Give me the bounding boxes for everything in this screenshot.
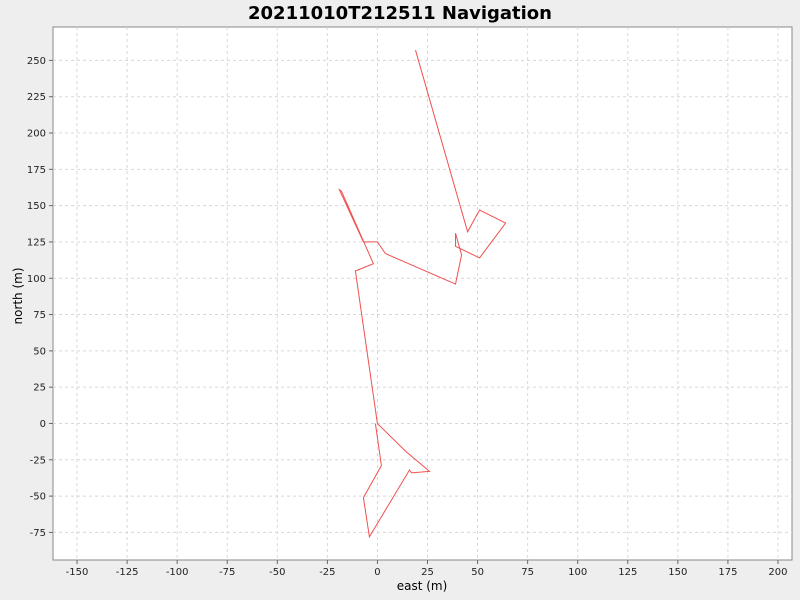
series-layer bbox=[338, 50, 507, 539]
x-tick-label: -75 bbox=[219, 567, 235, 578]
y-axis-label: north (m) bbox=[11, 267, 25, 324]
x-tick-label: 125 bbox=[618, 567, 637, 578]
x-tick-label: -125 bbox=[116, 567, 139, 578]
x-tick-label: -25 bbox=[319, 567, 335, 578]
y-tick-label: 125 bbox=[27, 237, 46, 248]
plot-area bbox=[52, 26, 793, 561]
x-tick-label: 25 bbox=[421, 567, 434, 578]
y-tick-label: 50 bbox=[33, 346, 46, 357]
x-tick-label: 175 bbox=[718, 567, 737, 578]
y-tick-label: -50 bbox=[30, 492, 46, 503]
y-tick-label: 175 bbox=[27, 165, 46, 176]
grid-lines bbox=[53, 27, 792, 560]
x-tick-label: -100 bbox=[166, 567, 189, 578]
navigation-track-line bbox=[338, 50, 507, 539]
x-tick-label: -50 bbox=[269, 567, 285, 578]
x-tick-label: 200 bbox=[768, 567, 787, 578]
y-tick-label: 150 bbox=[27, 201, 46, 212]
x-tick-label: 50 bbox=[471, 567, 484, 578]
x-tick-label: 75 bbox=[521, 567, 534, 578]
y-tick-label: -25 bbox=[30, 455, 46, 466]
x-axis-label: east (m) bbox=[397, 579, 448, 593]
y-tick-label: 100 bbox=[27, 274, 46, 285]
x-tick-label: 100 bbox=[568, 567, 587, 578]
y-tick-label: 25 bbox=[33, 383, 46, 394]
y-tick-label: -75 bbox=[30, 528, 46, 539]
y-tick-label: 75 bbox=[33, 310, 46, 321]
axis-ticks: -150 -125 -100 -75 -50 -25 0 25 50 75 100 125 150 175… bbox=[27, 56, 788, 578]
y-tick-label: 225 bbox=[27, 92, 46, 103]
chart-title: 20211010T212511 Navigation bbox=[248, 3, 552, 24]
y-tick-label: 0 bbox=[40, 419, 46, 430]
y-tick-label: 250 bbox=[27, 56, 46, 67]
x-tick-label: 150 bbox=[668, 567, 687, 578]
x-tick-label: -150 bbox=[66, 567, 89, 578]
x-tick-label: 0 bbox=[374, 567, 380, 578]
y-tick-label: 200 bbox=[27, 129, 46, 140]
